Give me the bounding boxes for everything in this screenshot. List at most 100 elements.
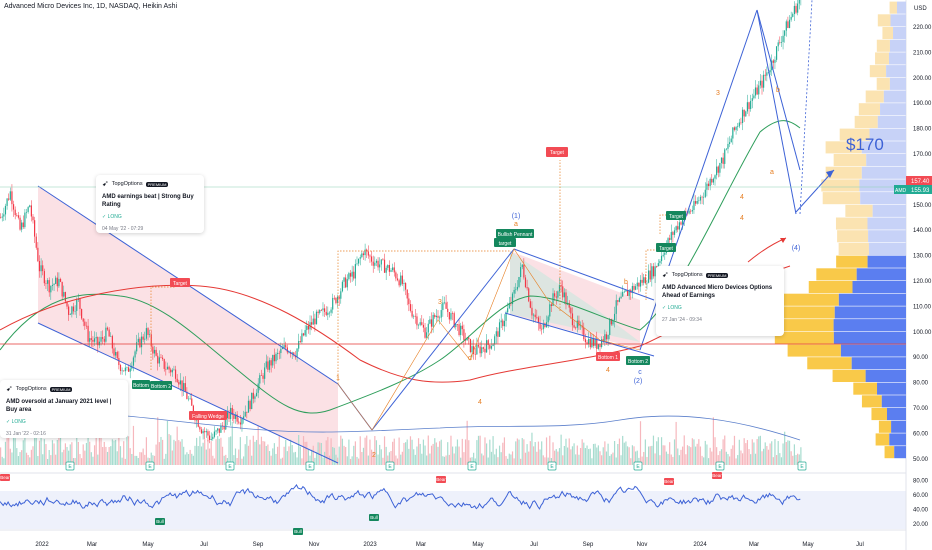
profile-bar-buy [896, 1, 906, 14]
profile-bar-sell [865, 90, 884, 103]
candle-body [396, 278, 399, 281]
candle-body [748, 102, 750, 109]
candle-body [468, 337, 470, 339]
candle-body [254, 396, 256, 399]
volume-bar [641, 456, 643, 465]
volume-bar [753, 442, 755, 465]
candle-body [11, 191, 13, 205]
volume-bar [367, 455, 369, 465]
rsi-bull-2: Bull [294, 529, 302, 534]
candle-body [262, 375, 264, 379]
candle-body [589, 338, 591, 348]
volume-bar [800, 447, 802, 465]
volume-bar [473, 452, 475, 465]
projection-arrow [795, 169, 835, 213]
volume-bar [325, 440, 327, 465]
candle-body [134, 351, 136, 358]
candle-body [377, 260, 379, 268]
candle-body [539, 323, 541, 329]
profile-bar-buy [860, 192, 906, 205]
candle-body [277, 352, 279, 354]
volume-bar [351, 456, 353, 465]
volume-bar [324, 451, 326, 465]
earnings-marker-1[interactable]: E [145, 461, 155, 471]
earnings-marker-4[interactable]: E [385, 461, 395, 471]
candle-body [197, 417, 199, 427]
volume-bar [377, 454, 379, 465]
candle-body [8, 198, 10, 200]
volume-bar [170, 435, 172, 465]
earnings-marker-8[interactable]: E [715, 461, 725, 471]
volume-bar [166, 420, 169, 465]
candle-body [439, 317, 441, 319]
candle-body [241, 418, 243, 425]
candle-body [774, 59, 776, 63]
falling-wedge-label: Falling Wedge [192, 414, 224, 420]
earnings-marker-3[interactable]: E [305, 461, 315, 471]
candle-body [638, 282, 640, 287]
candle-body [430, 319, 433, 327]
volume-bar [691, 438, 693, 465]
candle-body [30, 205, 32, 217]
candle-body [272, 354, 274, 366]
rsi-tick-0: 80.00 [913, 479, 929, 485]
volume-bar [225, 454, 227, 465]
earnings-marker-6[interactable]: E [547, 461, 557, 471]
svg-text:E: E [800, 464, 804, 470]
candle-body [236, 414, 238, 422]
candle-body [763, 74, 765, 88]
candle-body [239, 422, 241, 425]
candle-body [699, 196, 702, 201]
volume-bar [793, 444, 795, 465]
candle-body [179, 380, 182, 385]
volume-bar [34, 436, 36, 465]
volume-bar [521, 438, 523, 465]
volume-bar [283, 446, 285, 465]
profile-bar-buy [866, 154, 906, 167]
candle-body [578, 320, 580, 326]
volume-bar [58, 437, 60, 465]
profile-bar-buy [891, 420, 906, 433]
svg-text:E: E [68, 464, 72, 470]
earnings-marker-5[interactable]: E [467, 461, 477, 471]
idea-card-oversold[interactable]: ➹ TopgOptions PREMIUM AMD oversold at Janu… [0, 380, 128, 438]
candle-body [648, 270, 650, 283]
earnings-marker-9[interactable]: E [797, 461, 807, 471]
wave-1-paren-label: (1) [512, 213, 521, 220]
rsi-axis: 80.00 60.00 40.00 20.00 [913, 479, 929, 528]
currency-label: USD [914, 6, 927, 12]
volume-bar [719, 451, 721, 465]
candle-body [286, 347, 288, 353]
volume-bar [144, 454, 146, 465]
profile-bar-buy [890, 14, 906, 27]
volume-bar [588, 449, 590, 465]
volume-bar [257, 426, 259, 465]
volume-bar [680, 449, 682, 465]
earnings-marker-7[interactable]: E [633, 461, 643, 471]
candle-body [255, 392, 258, 397]
volume-bar [562, 455, 564, 465]
candle-body [129, 368, 131, 372]
profile-bar-sell [783, 293, 839, 306]
volume-bar [115, 439, 117, 465]
correction-line-2 [756, 9, 797, 215]
volume-bar [25, 452, 28, 465]
earnings-marker-0[interactable]: E [65, 461, 75, 471]
volume-bar [82, 444, 84, 465]
volume-bar [137, 457, 139, 465]
candle-body [727, 143, 729, 149]
topgoptions-logo-icon: ➹ [102, 179, 109, 188]
wave-1-label: 1 [336, 375, 340, 382]
candle-body [243, 416, 245, 419]
candle-body [698, 200, 700, 202]
idea-card-options-earnings[interactable]: ➹ TopgOptions PREMIUM AMD Advanced Micro D… [656, 266, 784, 336]
candle-body [790, 16, 792, 20]
earnings-marker-2[interactable]: E [225, 461, 235, 471]
volume-bar [442, 456, 444, 465]
volume-bar [223, 455, 225, 465]
candle-body [100, 337, 102, 342]
idea-card-earnings-beat[interactable]: ➹ TopgOptions PREMIUM AMD earnings beat | … [96, 175, 204, 233]
volume-bar [291, 445, 293, 465]
volume-bar [743, 438, 745, 465]
